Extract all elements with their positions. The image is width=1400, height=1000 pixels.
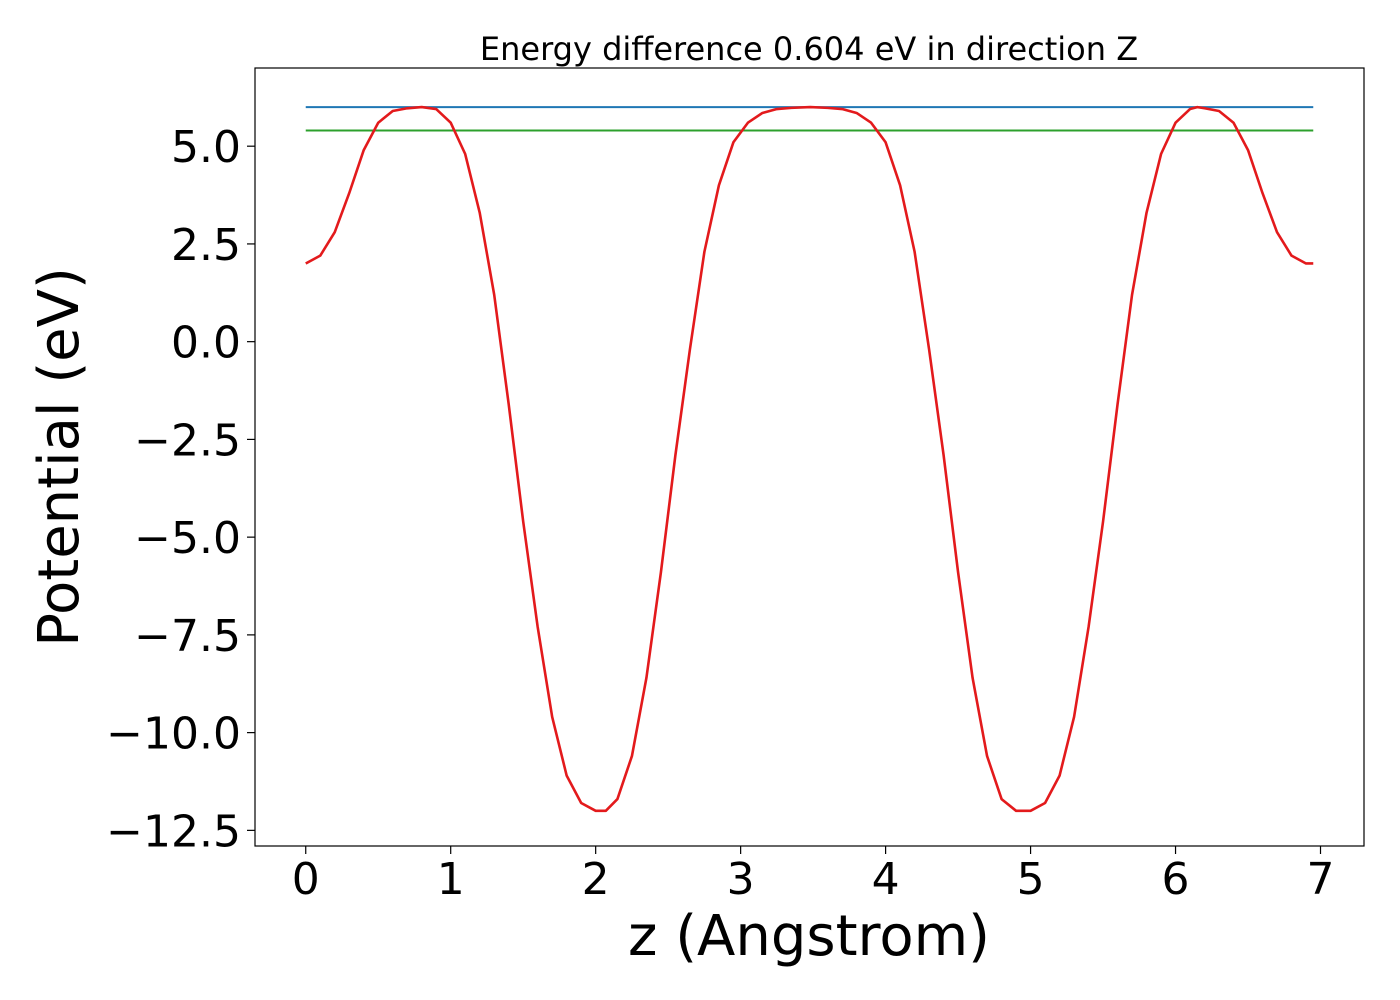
- x-tick-label: 6: [1162, 854, 1190, 905]
- y-tick-label: −7.5: [134, 611, 241, 662]
- y-tick-label: 5.0: [171, 122, 241, 173]
- plot-frame: [254, 67, 1365, 847]
- x-axis-label: z (Angstrom): [628, 904, 990, 969]
- y-axis: 5.0 2.5 0.0 −2.5 −5.0 −7.5 −10.0 −12.5: [106, 122, 255, 857]
- x-tick-label: 3: [727, 854, 755, 905]
- x-tick-label: 1: [437, 854, 465, 905]
- chart-title: Energy difference 0.604 eV in direction …: [480, 30, 1138, 68]
- y-tick-label: −10.0: [106, 709, 241, 760]
- x-tick-label: 4: [872, 854, 900, 905]
- y-tick-label: −2.5: [134, 415, 241, 466]
- y-tick-label: 2.5: [171, 220, 241, 271]
- x-tick-label: 0: [292, 854, 320, 905]
- x-tick-label: 7: [1307, 854, 1335, 905]
- series-line-2: [305, 105, 1314, 813]
- x-axis: 0 1 2 3 4 5 6 7: [292, 846, 1335, 905]
- x-tick-label: 2: [582, 854, 610, 905]
- y-tick-label: −5.0: [134, 513, 241, 564]
- y-tick-label: −12.5: [106, 806, 241, 857]
- plot-area: [305, 105, 1314, 813]
- x-tick-label: 5: [1017, 854, 1045, 905]
- y-axis-label: Potential (eV): [27, 267, 92, 647]
- y-tick-label: 0.0: [171, 318, 241, 369]
